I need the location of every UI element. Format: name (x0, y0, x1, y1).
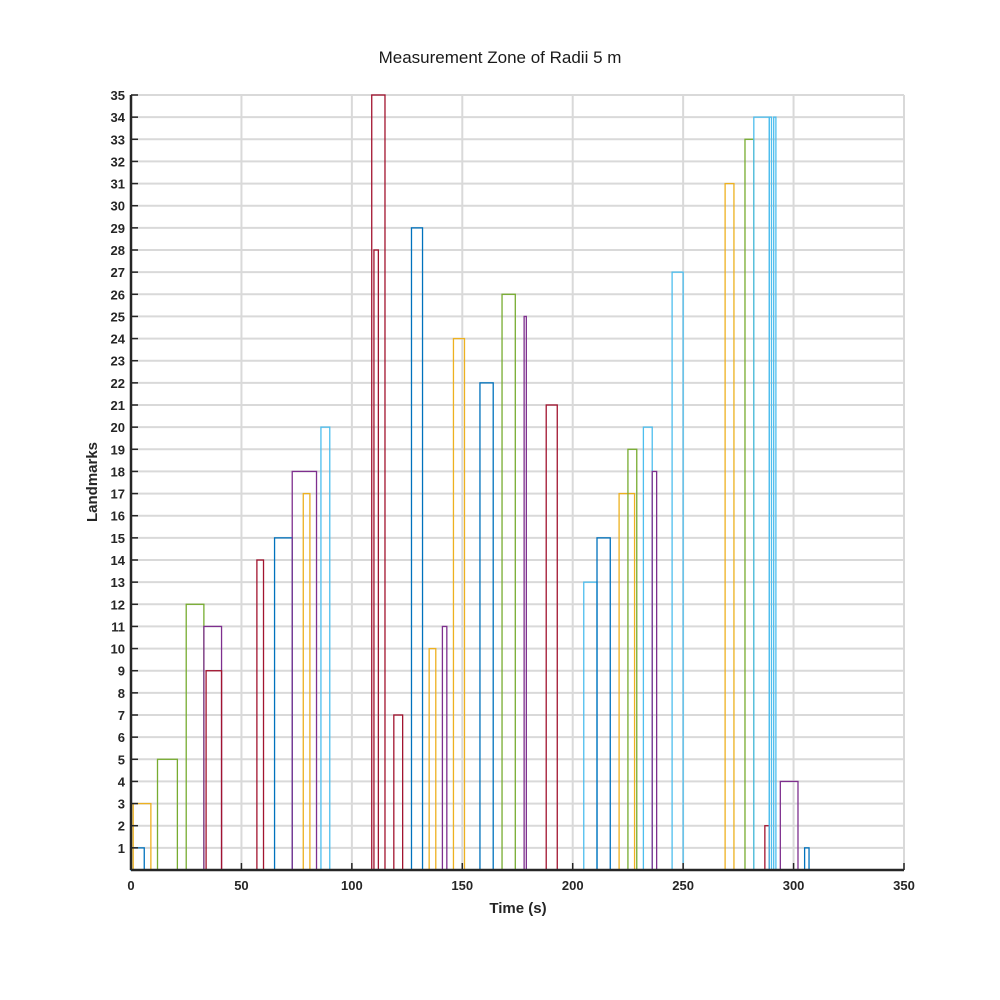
y-tick-label: 11 (111, 619, 125, 634)
y-tick-label: 9 (118, 664, 125, 679)
y-tick-label: 2 (118, 819, 125, 834)
y-tick-label: 22 (111, 376, 125, 391)
y-tick-label: 14 (111, 553, 126, 568)
y-tick-label: 34 (111, 110, 126, 125)
x-tick-label: 100 (341, 878, 363, 893)
grid-lines (131, 94, 905, 870)
y-tick-label: 25 (111, 309, 125, 324)
tick-labels: 0 50 100 150 200 250 300 3501234567891011121314… (111, 88, 915, 893)
y-tick-label: 19 (111, 442, 125, 457)
y-tick-label: 33 (111, 132, 125, 147)
y-tick-label: 17 (111, 487, 125, 502)
y-tick-label: 8 (118, 686, 125, 701)
x-tick-label: 50 (234, 878, 248, 893)
y-tick-label: 32 (111, 154, 125, 169)
y-tick-label: 24 (111, 332, 126, 347)
y-tick-label: 12 (111, 597, 125, 612)
y-tick-label: 35 (111, 88, 125, 103)
y-tick-label: 6 (118, 730, 125, 745)
y-tick-label: 3 (118, 797, 125, 812)
axes (129, 94, 905, 872)
y-tick-label: 20 (111, 420, 125, 435)
y-tick-label: 21 (111, 398, 125, 413)
x-tick-label: 0 (127, 878, 134, 893)
y-tick-label: 30 (111, 199, 125, 214)
y-tick-label: 15 (111, 531, 125, 546)
x-tick-label: 300 (783, 878, 805, 893)
bars (130, 94, 810, 871)
y-tick-label: 26 (111, 287, 125, 302)
y-tick-label: 18 (111, 464, 125, 479)
y-tick-label: 27 (111, 265, 125, 280)
y-tick-label: 16 (111, 509, 125, 524)
x-tick-label: 150 (451, 878, 473, 893)
y-tick-label: 13 (111, 575, 125, 590)
y-tick-label: 10 (111, 642, 125, 657)
y-tick-label: 28 (111, 243, 125, 258)
chart-title: Measurement Zone of Radii 5 m (379, 48, 622, 67)
x-tick-label: 250 (672, 878, 694, 893)
y-tick-label: 23 (111, 354, 125, 369)
x-tick-label: 350 (893, 878, 915, 893)
y-tick-label: 1 (118, 841, 125, 856)
y-tick-label: 7 (118, 708, 125, 723)
x-tick-label: 200 (562, 878, 584, 893)
y-tick-label: 4 (118, 774, 126, 789)
y-tick-label: 31 (111, 177, 125, 192)
y-axis-label: Landmarks (84, 442, 101, 522)
y-tick-label: 5 (118, 752, 125, 767)
x-axis-label: Time (s) (489, 900, 546, 917)
y-tick-label: 29 (111, 221, 125, 236)
